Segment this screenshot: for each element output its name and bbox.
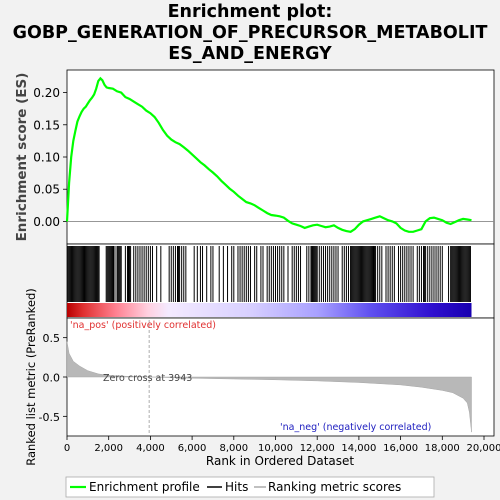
title-line-2: GOBP_GENERATION_OF_PRECURSOR_METABOLIT [12,23,488,43]
legend [65,476,435,498]
es-ytick-label-4: 0.20 [33,86,60,100]
legend-hits-label: Hits [225,480,248,494]
x-tick-label-0: 0 [64,443,70,454]
neg-label: 'na_neg' (negatively correlated) [280,422,431,433]
es-ylabel: Enrichment score (ES) [14,73,30,242]
x-tick-label-8: 16,000 [383,443,418,454]
metric-ytick-label-2: -0.5 [39,411,60,424]
ranking-metric-area [66,341,472,433]
metric-ytick-label-1: 0.0 [43,372,61,385]
x-tick-label-2: 4,000 [136,443,165,454]
rank-color-bar [67,303,472,317]
es-ytick-label-2: 0.10 [33,151,60,165]
metric-ytick-label-0: 0.5 [43,332,61,345]
x-tick-label-7: 14,000 [341,443,376,454]
enrichment-profile-line [65,76,472,233]
legend-metric-label: Ranking metric scores [268,480,401,494]
title-line-1: Enrichment plot: [167,2,333,22]
title-line-3: ES_AND_ENERGY [168,44,332,64]
zero-cross-label: Zero cross at 3943 [103,373,192,384]
x-tick-label-4: 8,000 [219,443,248,454]
x-tick-label-1: 2,000 [94,443,123,454]
es-ytick-label-1: 0.05 [33,183,60,197]
x-axis-label: Rank in Ordered Dataset [206,454,354,468]
x-tick-label-5: 10,000 [258,443,293,454]
es-ytick-label-0: 0.00 [33,215,60,229]
es-panel [66,69,495,245]
pos-label: 'na_pos' (positively correlated) [70,320,216,331]
es-ytick-label-3: 0.15 [33,118,60,132]
x-tick-label-10: 20,000 [467,443,500,454]
x-tick-label-9: 18,000 [425,443,460,454]
legend-enrichment-label: Enrichment profile [89,480,200,494]
chart-title: Enrichment plot: GOBP_GENERATION_OF_PREC… [0,2,500,65]
x-tick-label-6: 12,000 [300,443,335,454]
x-tick-label-3: 6,000 [178,443,207,454]
metric-ylabel: Ranked list metric (PreRanked) [24,288,38,466]
